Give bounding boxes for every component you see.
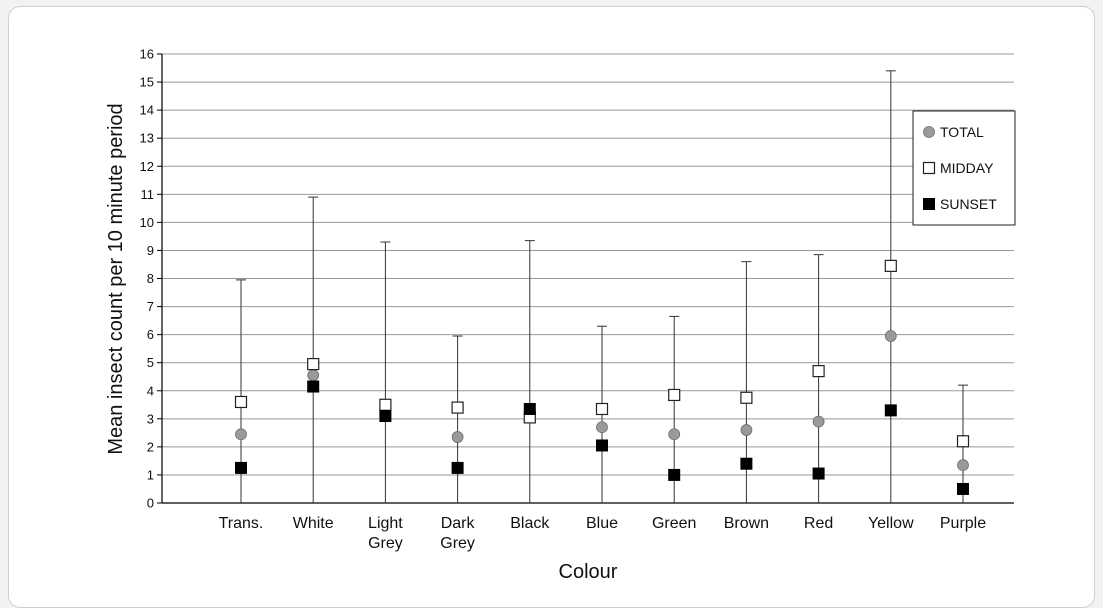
x-category-label: Green [652,515,696,532]
x-category-label: Red [804,515,833,532]
point-sunset [740,457,753,470]
x-category-label: Yellow [868,515,914,532]
axes [157,53,1014,504]
x-category-label: Black [510,515,550,532]
legend-label: TOTAL [940,124,984,140]
point-sunset [379,410,392,423]
x-category-label: Trans. [219,515,264,532]
point-total [596,421,608,434]
x-category-label: Brown [724,515,769,532]
point-total [307,369,320,382]
point-midday [740,391,753,404]
legend-label: SUNSET [940,196,997,212]
legend-marker-sunset [923,198,935,210]
x-category-label: Dark Grey [440,515,475,552]
legend-marker-midday [922,161,936,175]
point-midday [234,395,248,409]
y-tick-label: 10 [140,215,154,230]
y-tick-label: 3 [147,411,154,426]
point-total [451,431,464,443]
x-category-labels: Trans. White Light Grey Dark Grey Black Blue Gre… [219,515,987,552]
point-midday [379,398,392,411]
legend: TOTAL MIDDAY SUNSET [912,110,1016,226]
point-sunset [957,482,969,495]
legend-marker-total [923,126,935,138]
point-total [812,415,825,428]
point-midday [956,435,970,448]
point-sunset [235,461,247,474]
chart-card: 0 1 2 3 4 5 6 7 8 9 10 11 12 13 14 15 16 Trans. White Ligh… [8,6,1095,608]
x-axis-title: Colour [559,561,618,583]
y-tick-label: 2 [147,439,154,454]
y-tick-label: 1 [147,467,154,482]
point-sunset [668,468,681,481]
point-midday [812,365,825,378]
point-sunset [812,467,825,480]
y-tick-label: 14 [140,103,154,118]
y-tick-label: 0 [147,496,154,511]
y-tick-label: 5 [147,355,154,370]
point-total [884,330,897,342]
point-total [668,428,681,441]
y-tick-label: 8 [147,271,154,286]
point-midday [595,402,609,416]
x-category-label: White [293,515,334,532]
y-tick-label: 4 [147,383,154,398]
point-sunset [451,461,464,474]
point-midday [884,259,897,272]
point-midday [451,401,464,414]
point-sunset [884,404,897,417]
y-tick-label: 6 [147,327,154,342]
x-category-label: Light Grey [368,515,403,552]
grid-lines [162,53,1014,476]
y-tick-label: 7 [147,299,154,314]
point-midday [307,357,320,371]
y-tick-label: 13 [140,131,154,146]
error-bars [236,70,968,503]
point-sunset [523,402,536,415]
x-category-label: Purple [940,515,986,532]
y-tick-label: 12 [140,159,154,174]
y-tick-label: 16 [140,47,154,62]
point-total [235,428,247,441]
point-sunset [307,380,320,393]
point-total [957,459,969,472]
legend-label: MIDDAY [940,160,994,176]
x-category-label: Blue [586,515,618,532]
point-sunset [596,439,608,452]
y-tick-label: 9 [147,243,154,258]
data-points [234,259,970,495]
point-total [740,424,753,436]
point-midday [668,388,681,402]
y-axis-title: Mean insect count per 10 minute period [105,103,127,454]
y-tick-label: 15 [140,75,154,90]
y-tick-label: 11 [141,187,155,202]
